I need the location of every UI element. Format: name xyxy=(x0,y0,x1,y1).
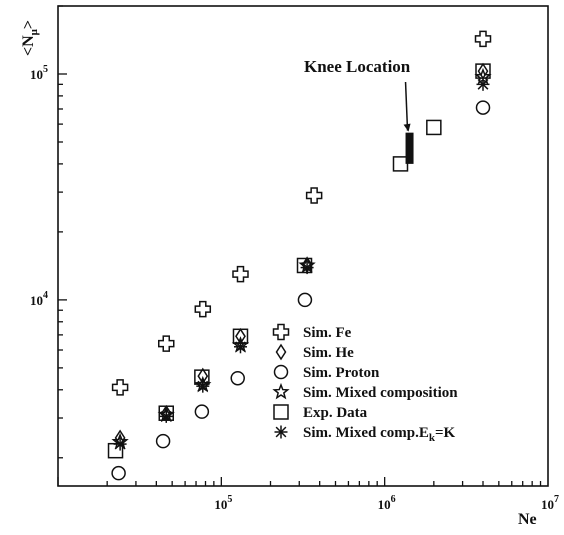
y-axis-title-bracket-left: < xyxy=(20,47,37,56)
knee-annotation: Knee Location xyxy=(304,57,414,164)
point-cross xyxy=(111,379,129,396)
point-circle xyxy=(111,465,126,481)
point-asterisk xyxy=(159,409,173,423)
y-axis-title: <Nμ> xyxy=(20,20,40,56)
legend: Sim. Fe Sim. He Sim. Proton Sim. Mixed comp… xyxy=(272,323,458,444)
y-axis-title-bracket-right: > xyxy=(20,20,37,29)
legend-marker-asterisk xyxy=(274,425,288,439)
x-axis-title: Ne xyxy=(518,511,537,528)
point-square xyxy=(392,156,409,172)
point-asterisk xyxy=(300,261,314,275)
point-circle xyxy=(194,404,210,419)
series-circle xyxy=(111,100,491,481)
legend-item: Sim. He xyxy=(275,343,354,361)
x-tick-label-base: 10 xyxy=(378,497,391,512)
point-circle xyxy=(475,100,491,115)
tick-marks xyxy=(57,5,542,486)
x-tick-label-base: 10 xyxy=(541,497,554,512)
legend-item: Sim. Mixed composition xyxy=(272,382,458,401)
y-tick-label: 104 xyxy=(30,290,48,308)
legend-label-main: Sim. Mixed composition xyxy=(303,385,458,401)
point-square xyxy=(194,369,210,385)
knee-bar xyxy=(405,132,414,164)
svg-text:<Nμ>: <Nμ> xyxy=(20,20,40,56)
legend-marker-circle xyxy=(273,364,289,380)
legend-label-subscript: k xyxy=(429,432,436,444)
legend-label: Sim. Proton xyxy=(303,365,380,381)
point-cross xyxy=(305,187,323,204)
point-asterisk xyxy=(196,379,210,393)
point-square xyxy=(296,257,313,274)
legend-item: Sim. Mixed comp.Ek=K xyxy=(274,425,456,444)
x-tick-label: 105 xyxy=(214,494,232,512)
legend-item: Sim. Fe xyxy=(272,323,352,341)
legend-marker-cross xyxy=(272,323,290,341)
legend-marker-diamond xyxy=(275,343,287,361)
series-asterisk xyxy=(113,77,490,451)
y-tick-label-exponent: 5 xyxy=(43,64,48,75)
x-tick-label-base: 10 xyxy=(214,497,227,512)
legend-label-main: Sim. Fe xyxy=(303,325,352,341)
point-square xyxy=(426,119,442,136)
legend-label: Sim. He xyxy=(303,345,354,361)
legend-item: Exp. Data xyxy=(273,404,368,421)
y-tick-label-base: 10 xyxy=(30,67,43,82)
point-cross xyxy=(232,265,249,283)
y-tick-label-base: 10 xyxy=(30,293,43,308)
legend-label: Exp. Data xyxy=(303,405,368,421)
legend-item: Sim. Proton xyxy=(273,364,380,381)
knee-arrowhead xyxy=(403,123,411,132)
point-cross xyxy=(158,335,175,352)
legend-label: Sim. Mixed composition xyxy=(303,385,458,401)
point-circle xyxy=(230,370,245,386)
point-asterisk xyxy=(113,437,127,451)
point-circle xyxy=(297,292,313,308)
point-circle xyxy=(155,433,171,449)
legend-label-main: Sim. Proton xyxy=(303,365,380,381)
y-axis-title-main: N xyxy=(20,35,37,47)
legend-label: Sim. Fe xyxy=(303,325,352,341)
x-tick-label: 106 xyxy=(378,494,396,512)
knee-arrow xyxy=(404,81,409,131)
legend-label-main: Sim. He xyxy=(303,345,354,361)
series-cross xyxy=(111,30,492,396)
point-asterisk xyxy=(233,340,247,354)
knee-label: Knee Location xyxy=(304,57,411,76)
x-tick-label-exponent: 7 xyxy=(554,494,559,505)
data-marks xyxy=(107,30,492,481)
legend-label: Sim. Mixed comp.Ek=K xyxy=(303,425,456,444)
point-cross xyxy=(194,300,212,318)
legend-label-main: Exp. Data xyxy=(303,405,368,421)
y-tick-label-exponent: 4 xyxy=(43,290,48,301)
legend-label-suffix: =K xyxy=(435,425,456,441)
point-asterisk xyxy=(476,77,490,91)
plot-frame xyxy=(57,5,549,487)
legend-marker-star xyxy=(272,382,290,400)
legend-marker-square xyxy=(273,404,289,420)
legend-label-main: Sim. Mixed comp.E xyxy=(303,425,429,441)
y-tick-label: 105 xyxy=(30,64,48,82)
point-cross xyxy=(474,30,492,48)
x-tick-label-exponent: 5 xyxy=(227,494,232,505)
x-tick-label-exponent: 6 xyxy=(391,494,396,505)
x-tick-label: 107 xyxy=(541,494,559,512)
y-axis-title-sub: μ xyxy=(28,28,40,35)
